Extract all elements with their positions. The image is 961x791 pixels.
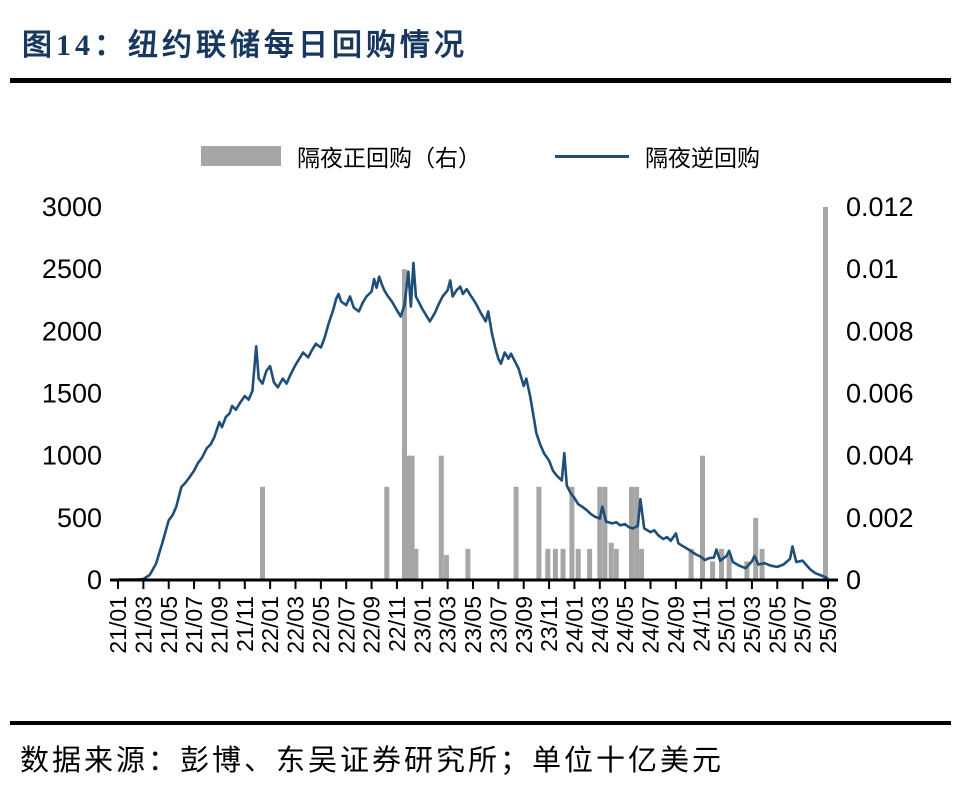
- chart-legend: 隔夜正回购（右） 隔夜逆回购: [0, 139, 961, 173]
- figure-footer: 数据来源：彭博、东吴证券研究所；单位十亿美元: [10, 721, 951, 779]
- svg-text:23/01: 23/01: [409, 596, 435, 654]
- svg-text:21/03: 21/03: [130, 596, 156, 654]
- svg-text:21/07: 21/07: [181, 596, 207, 654]
- svg-text:25/01: 25/01: [714, 596, 740, 654]
- svg-text:3000: 3000: [42, 192, 102, 222]
- svg-text:1000: 1000: [42, 441, 102, 471]
- svg-text:0.002: 0.002: [846, 503, 914, 533]
- source-note: 数据来源：彭博、东吴证券研究所；单位十亿美元: [20, 745, 725, 777]
- svg-text:25/03: 25/03: [739, 596, 765, 654]
- svg-text:1500: 1500: [42, 379, 102, 409]
- svg-text:24/03: 24/03: [587, 596, 613, 654]
- legend-item-reverse-repo: 隔夜逆回购: [555, 139, 760, 173]
- legend-item-repo: 隔夜正回购（右）: [201, 139, 481, 173]
- svg-text:24/11: 24/11: [688, 596, 714, 652]
- svg-text:24/05: 24/05: [612, 596, 638, 654]
- top-divider: [10, 78, 951, 83]
- svg-text:25/05: 25/05: [764, 596, 790, 654]
- svg-text:24/01: 24/01: [561, 596, 587, 654]
- svg-text:23/05: 23/05: [460, 596, 486, 654]
- svg-text:21/11: 21/11: [232, 596, 258, 652]
- line-series-swatch: [555, 154, 629, 158]
- svg-text:24/07: 24/07: [638, 596, 664, 654]
- svg-text:22/09: 22/09: [359, 596, 385, 654]
- svg-text:0.006: 0.006: [846, 379, 914, 409]
- chart-block: 隔夜正回购（右） 隔夜逆回购 0 500 1000 1500 2000 2500 3000 0…: [0, 139, 961, 700]
- svg-text:22/01: 22/01: [257, 596, 283, 654]
- svg-text:21/09: 21/09: [206, 596, 232, 654]
- svg-text:0: 0: [846, 565, 861, 595]
- svg-text:0.012: 0.012: [846, 192, 914, 222]
- svg-text:0: 0: [87, 565, 102, 595]
- svg-text:22/03: 22/03: [283, 596, 309, 654]
- svg-text:25/07: 25/07: [790, 596, 816, 654]
- svg-text:0.008: 0.008: [846, 316, 914, 346]
- legend-label-repo: 隔夜正回购（右）: [297, 146, 481, 171]
- svg-text:22/07: 22/07: [333, 596, 359, 654]
- svg-text:21/01: 21/01: [105, 596, 131, 654]
- figure-header: 图14：纽约联储每日回购情况: [0, 0, 961, 83]
- svg-text:23/03: 23/03: [435, 596, 461, 654]
- chart-svg: 0 500 1000 1500 2000 2500 3000 0 0.002 0.004 0.006…: [42, 192, 914, 654]
- svg-text:21/05: 21/05: [156, 596, 182, 654]
- svg-text:22/05: 22/05: [308, 596, 334, 654]
- svg-text:0.004: 0.004: [846, 441, 914, 471]
- svg-text:2000: 2000: [42, 316, 102, 346]
- svg-text:22/11: 22/11: [384, 596, 410, 652]
- bottom-divider: [10, 721, 951, 725]
- svg-text:500: 500: [57, 503, 102, 533]
- figure-title: 图14：纽约联储每日回购情况: [22, 29, 468, 62]
- legend-label-reverse-repo: 隔夜逆回购: [645, 146, 760, 171]
- svg-text:23/11: 23/11: [536, 596, 562, 652]
- svg-text:0.01: 0.01: [846, 254, 899, 284]
- bar-series-swatch: [201, 146, 281, 166]
- svg-text:2500: 2500: [42, 254, 102, 284]
- svg-text:23/09: 23/09: [511, 596, 537, 654]
- svg-text:23/07: 23/07: [485, 596, 511, 654]
- svg-text:24/09: 24/09: [663, 596, 689, 654]
- svg-text:25/09: 25/09: [815, 596, 841, 654]
